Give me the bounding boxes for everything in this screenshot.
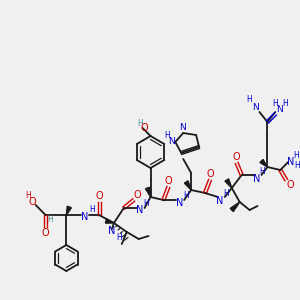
Polygon shape [66,206,71,215]
Text: N: N [276,106,283,115]
Text: N: N [253,174,260,184]
Text: O: O [29,197,37,207]
Text: H: H [260,167,265,176]
Text: H: H [89,206,95,214]
Text: H: H [25,191,31,200]
Text: H: H [116,232,122,242]
Polygon shape [230,202,240,211]
Text: O: O [42,228,50,238]
Text: H: H [247,95,253,104]
Text: N: N [108,226,116,236]
Text: O: O [233,152,241,162]
Text: N: N [168,137,175,146]
Text: H: H [272,98,278,107]
Text: H: H [223,190,229,199]
Text: N: N [287,157,295,167]
Text: H: H [144,200,149,208]
Polygon shape [184,181,191,190]
Polygon shape [260,159,267,167]
Text: H: H [137,119,142,128]
Text: H: H [282,98,288,107]
Polygon shape [105,219,114,223]
Text: O: O [95,191,103,201]
Text: N: N [136,205,143,215]
Text: H: H [293,152,299,160]
Polygon shape [146,187,151,197]
Text: O: O [134,190,142,200]
Text: N: N [176,198,183,208]
Polygon shape [225,179,232,188]
Text: O: O [165,176,172,186]
Text: N: N [252,103,259,112]
Text: O: O [141,123,148,133]
Text: N: N [216,196,224,206]
Text: N: N [82,212,89,222]
Text: H: H [183,191,189,200]
Text: H: H [164,130,170,140]
Text: O: O [286,180,294,190]
Text: H: H [294,160,300,169]
Text: O: O [206,169,214,179]
Text: N: N [179,122,186,131]
Text: H: H [48,214,53,224]
